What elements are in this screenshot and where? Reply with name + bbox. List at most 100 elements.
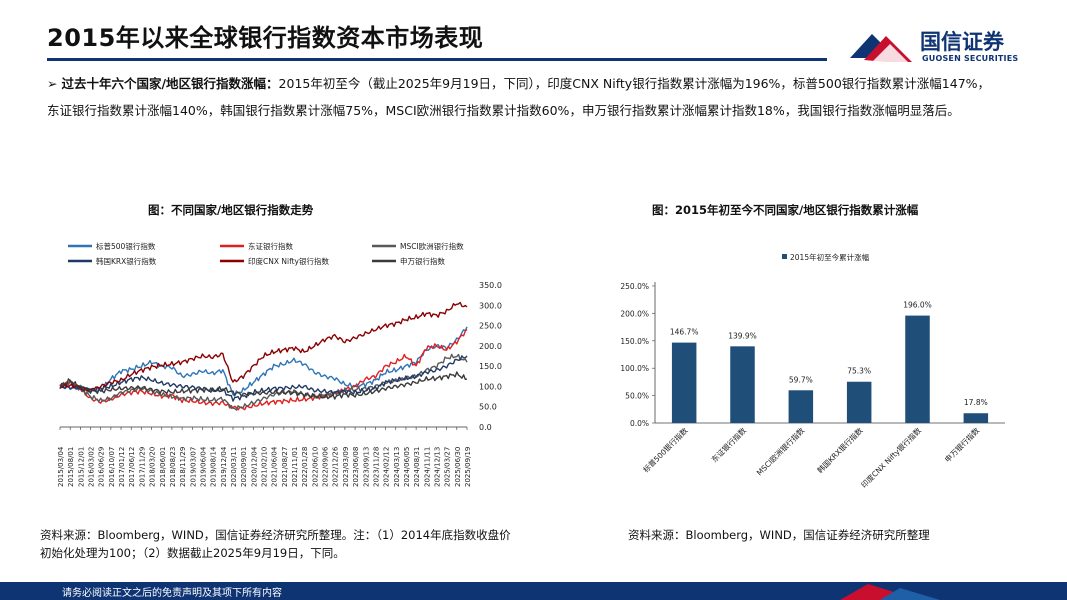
summary-paragraph: ➢ 过去十年六个国家/地区银行指数涨幅：2015年初至今（截止2025年9月19… [47,70,997,124]
x-tick-label: 2020/03/11 [230,447,238,487]
x-tick-label: 2024/02/12 [383,447,391,487]
page-title: 2015年以来全球银行指数资本市场表现 [47,24,484,52]
footer-disclaimer: 请务必阅读正文之后的免责声明及其项下所有内容 [62,588,282,599]
x-tick-label: 2019/03/07 [189,447,197,487]
y-tick-label: 150.0 [479,362,502,371]
x-tick-label: 2017/11/29 [138,447,146,487]
y-tick-label: 200.0% [620,309,649,318]
guosen-logo-icon [850,34,912,62]
series-line-0 [59,326,468,397]
bar-5 [963,413,989,423]
y-tick-label: 50.0% [625,392,649,401]
x-tick-label: 2019/06/04 [199,446,207,487]
x-tick-label: 2025/06/30 [454,447,462,487]
x-tick-label: 2025/03/27 [444,447,452,487]
x-tick-label: 2015/12/01 [77,447,85,487]
bar-value-label-4: 196.0% [903,301,932,310]
x-tick-label: 2024/11/11 [423,447,431,487]
y-tick-label: 0.0% [630,419,649,428]
y-tick-label: 150.0% [620,337,649,346]
category-label-1: 东证银行指数 [709,425,748,464]
legend-label-3: 韩国KRX银行指数 [96,256,157,266]
y-tick-label: 200.0 [479,342,502,351]
y-tick-label: 300.0 [479,301,502,310]
footer-decoration [820,582,1067,600]
legend-label-2: MSCI欧洲银行指数 [400,241,464,251]
series-line-4 [59,301,468,392]
y-tick-label: 250.0% [620,282,649,291]
bar-value-label-5: 17.8% [964,398,988,407]
category-label-2: MSCI欧洲银行指数 [754,425,806,477]
bar-value-label-0: 146.7% [670,328,699,337]
x-tick-label: 2021/02/10 [261,447,269,487]
category-label-4: 印度CNX Nifty银行指数 [859,425,924,490]
legend-label-0: 标普500银行指数 [96,241,156,251]
x-tick-label: 2017/01/12 [118,447,126,487]
series-line-5 [59,371,468,400]
bar-1 [730,346,755,423]
category-label-5: 申万银行指数 [942,425,981,464]
bar-0 [671,342,697,423]
x-tick-label: 2023/06/08 [352,447,360,487]
x-tick-label: 2020/12/04 [250,446,258,487]
legend-swatch [782,254,787,259]
x-tick-label: 2019/12/04 [220,446,228,487]
series-line-1 [59,329,468,411]
x-tick-label: 2024/06/05 [403,447,411,487]
x-tick-label: 2016/03/02 [88,447,96,487]
x-tick-label: 2022/09/06 [322,446,330,487]
summary-lead: 过去十年六个国家/地区银行指数涨幅： [61,76,279,91]
x-tick-label: 2024/03/13 [393,447,401,487]
bar-value-label-1: 139.9% [728,331,757,340]
x-tick-label: 2021/11/01 [291,447,299,487]
right-source-note: 资料来源：Bloomberg，WIND，国信证券经济研究所整理 [628,528,930,542]
y-tick-label: 50.0 [479,403,497,412]
x-tick-label: 2022/01/28 [301,447,309,487]
x-tick-label: 2016/10/07 [108,447,116,487]
legend-label-1: 东证银行指数 [248,241,293,251]
left-figure-title: 图：不同国家/地区银行指数走势 [148,203,314,217]
bullet-icon: ➢ [47,76,58,91]
summary-text: 2015年初至今（截止2025年9月19日，下同），印度CNX Nifty银行指… [47,76,991,118]
bar-3 [846,381,872,423]
x-tick-label: 2023/03/09 [342,447,350,487]
left-source-note: 资料来源：Bloomberg，WIND，国信证券经济研究所整理。注：（1）201… [40,528,511,560]
y-tick-label: 100.0 [479,382,502,391]
x-tick-label: 2025/09/19 [464,447,472,487]
x-tick-label: 2018/03/20 [149,447,157,487]
right-figure-title: 图：2015年初至今不同国家/地区银行指数累计涨幅 [652,203,919,217]
x-tick-label: 2015/03/04 [57,446,65,487]
x-tick-label: 2023/11/28 [372,447,380,487]
x-tick-label: 2018/06/01 [159,447,167,487]
legend-label-4: 印度CNX Nifty银行指数 [248,256,329,266]
y-tick-label: 350.0 [479,281,502,290]
x-tick-label: 2018/11/29 [179,447,187,487]
x-tick-label: 2022/06/10 [311,447,319,487]
bar-2 [788,390,814,423]
bar-4 [905,315,930,423]
x-tick-label: 2022/12/26 [332,446,340,487]
logo-text-en: GUOSEN SECURITIES [922,54,1019,63]
category-label-0: 标普500银行指数 [641,425,690,474]
x-tick-label: 2016/06/29 [98,447,106,487]
x-tick-label: 2023/09/13 [362,447,370,487]
x-tick-label: 2020/09/01 [240,447,248,487]
x-tick-label: 2024/08/31 [413,447,421,487]
x-tick-label: 2018/08/23 [169,447,177,487]
footer-bar [0,582,1067,600]
title-divider [47,58,827,61]
x-tick-label: 2021/08/27 [281,447,289,487]
x-tick-label: 2021/06/04 [271,446,279,487]
x-tick-label: 2017/06/12 [128,447,136,487]
y-tick-label: 250.0 [479,322,502,331]
bar-chart: 2015年初至今累计涨幅 0.0% 50.0% 100.0% 150.0% 200.0% 2… [620,252,1005,490]
x-tick-label: 2015/08/01 [67,447,75,487]
x-tick-label: 2019/08/14 [210,446,218,487]
logo-text-cn: 国信证券 [920,30,1004,54]
legend-label-5: 申万银行指数 [400,256,445,266]
y-tick-label: 100.0% [620,364,649,373]
y-tick-label: 0.0 [479,423,492,432]
legend-label: 2015年初至今累计涨幅 [790,252,870,262]
bar-value-label-3: 75.3% [847,367,871,376]
